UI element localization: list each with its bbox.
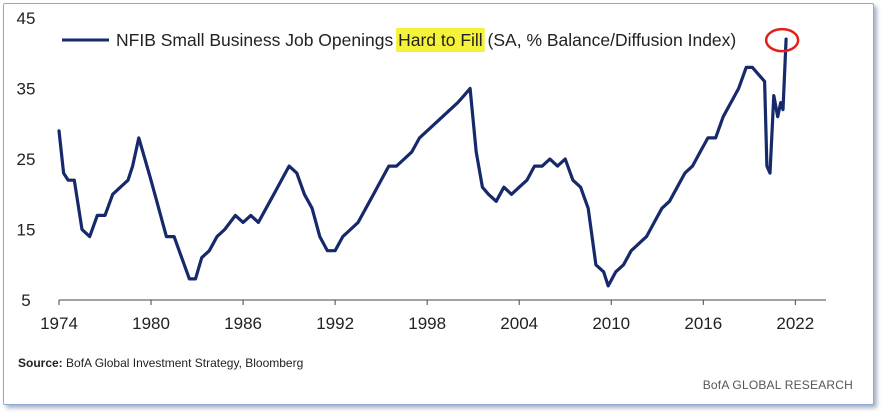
legend-label-post: (SA, % Balance/Diffusion Index) — [483, 30, 737, 50]
legend-label-highlight: Hard to Fill — [398, 30, 483, 50]
axes: 1974 1980 1986 1992 1998 2004 2010 2016 2022 5 15 2… — [17, 9, 826, 333]
plot-area — [57, 27, 800, 288]
legend-label-pre: NFIB Small Business Job Openings — [116, 30, 398, 50]
y-tick-label: 45 — [17, 9, 36, 28]
y-tick-label: 35 — [17, 80, 36, 99]
x-tick-label: 1992 — [316, 314, 354, 333]
annotation-circle — [764, 27, 800, 53]
brand-label: BofA GLOBAL RESEARCH — [702, 378, 853, 392]
x-tick-label: 1980 — [132, 314, 170, 333]
x-tick-label: 2010 — [592, 314, 630, 333]
legend: NFIB Small Business Job Openings Hard to… — [62, 28, 736, 52]
series-line — [57, 37, 788, 288]
chart-frame — [3, 3, 874, 405]
source-text: BofA Global Investment Strategy, Bloombe… — [66, 356, 304, 370]
source-label: Source: — [18, 356, 63, 370]
y-tick-label: 25 — [17, 150, 36, 169]
x-tick-label: 2016 — [684, 314, 722, 333]
legend-highlight — [396, 28, 485, 52]
x-tick-label: 1986 — [224, 314, 262, 333]
x-tick-label: 2022 — [776, 314, 814, 333]
x-tick-label: 2004 — [500, 314, 538, 333]
source-note: Source: BofA Global Investment Strategy,… — [18, 356, 303, 370]
x-tick-label: 1998 — [408, 314, 446, 333]
y-tick-label: 5 — [21, 291, 30, 310]
legend-label: NFIB Small Business Job Openings Hard to… — [116, 30, 736, 50]
x-tick-label: 1974 — [40, 314, 78, 333]
y-tick-label: 15 — [17, 221, 36, 240]
